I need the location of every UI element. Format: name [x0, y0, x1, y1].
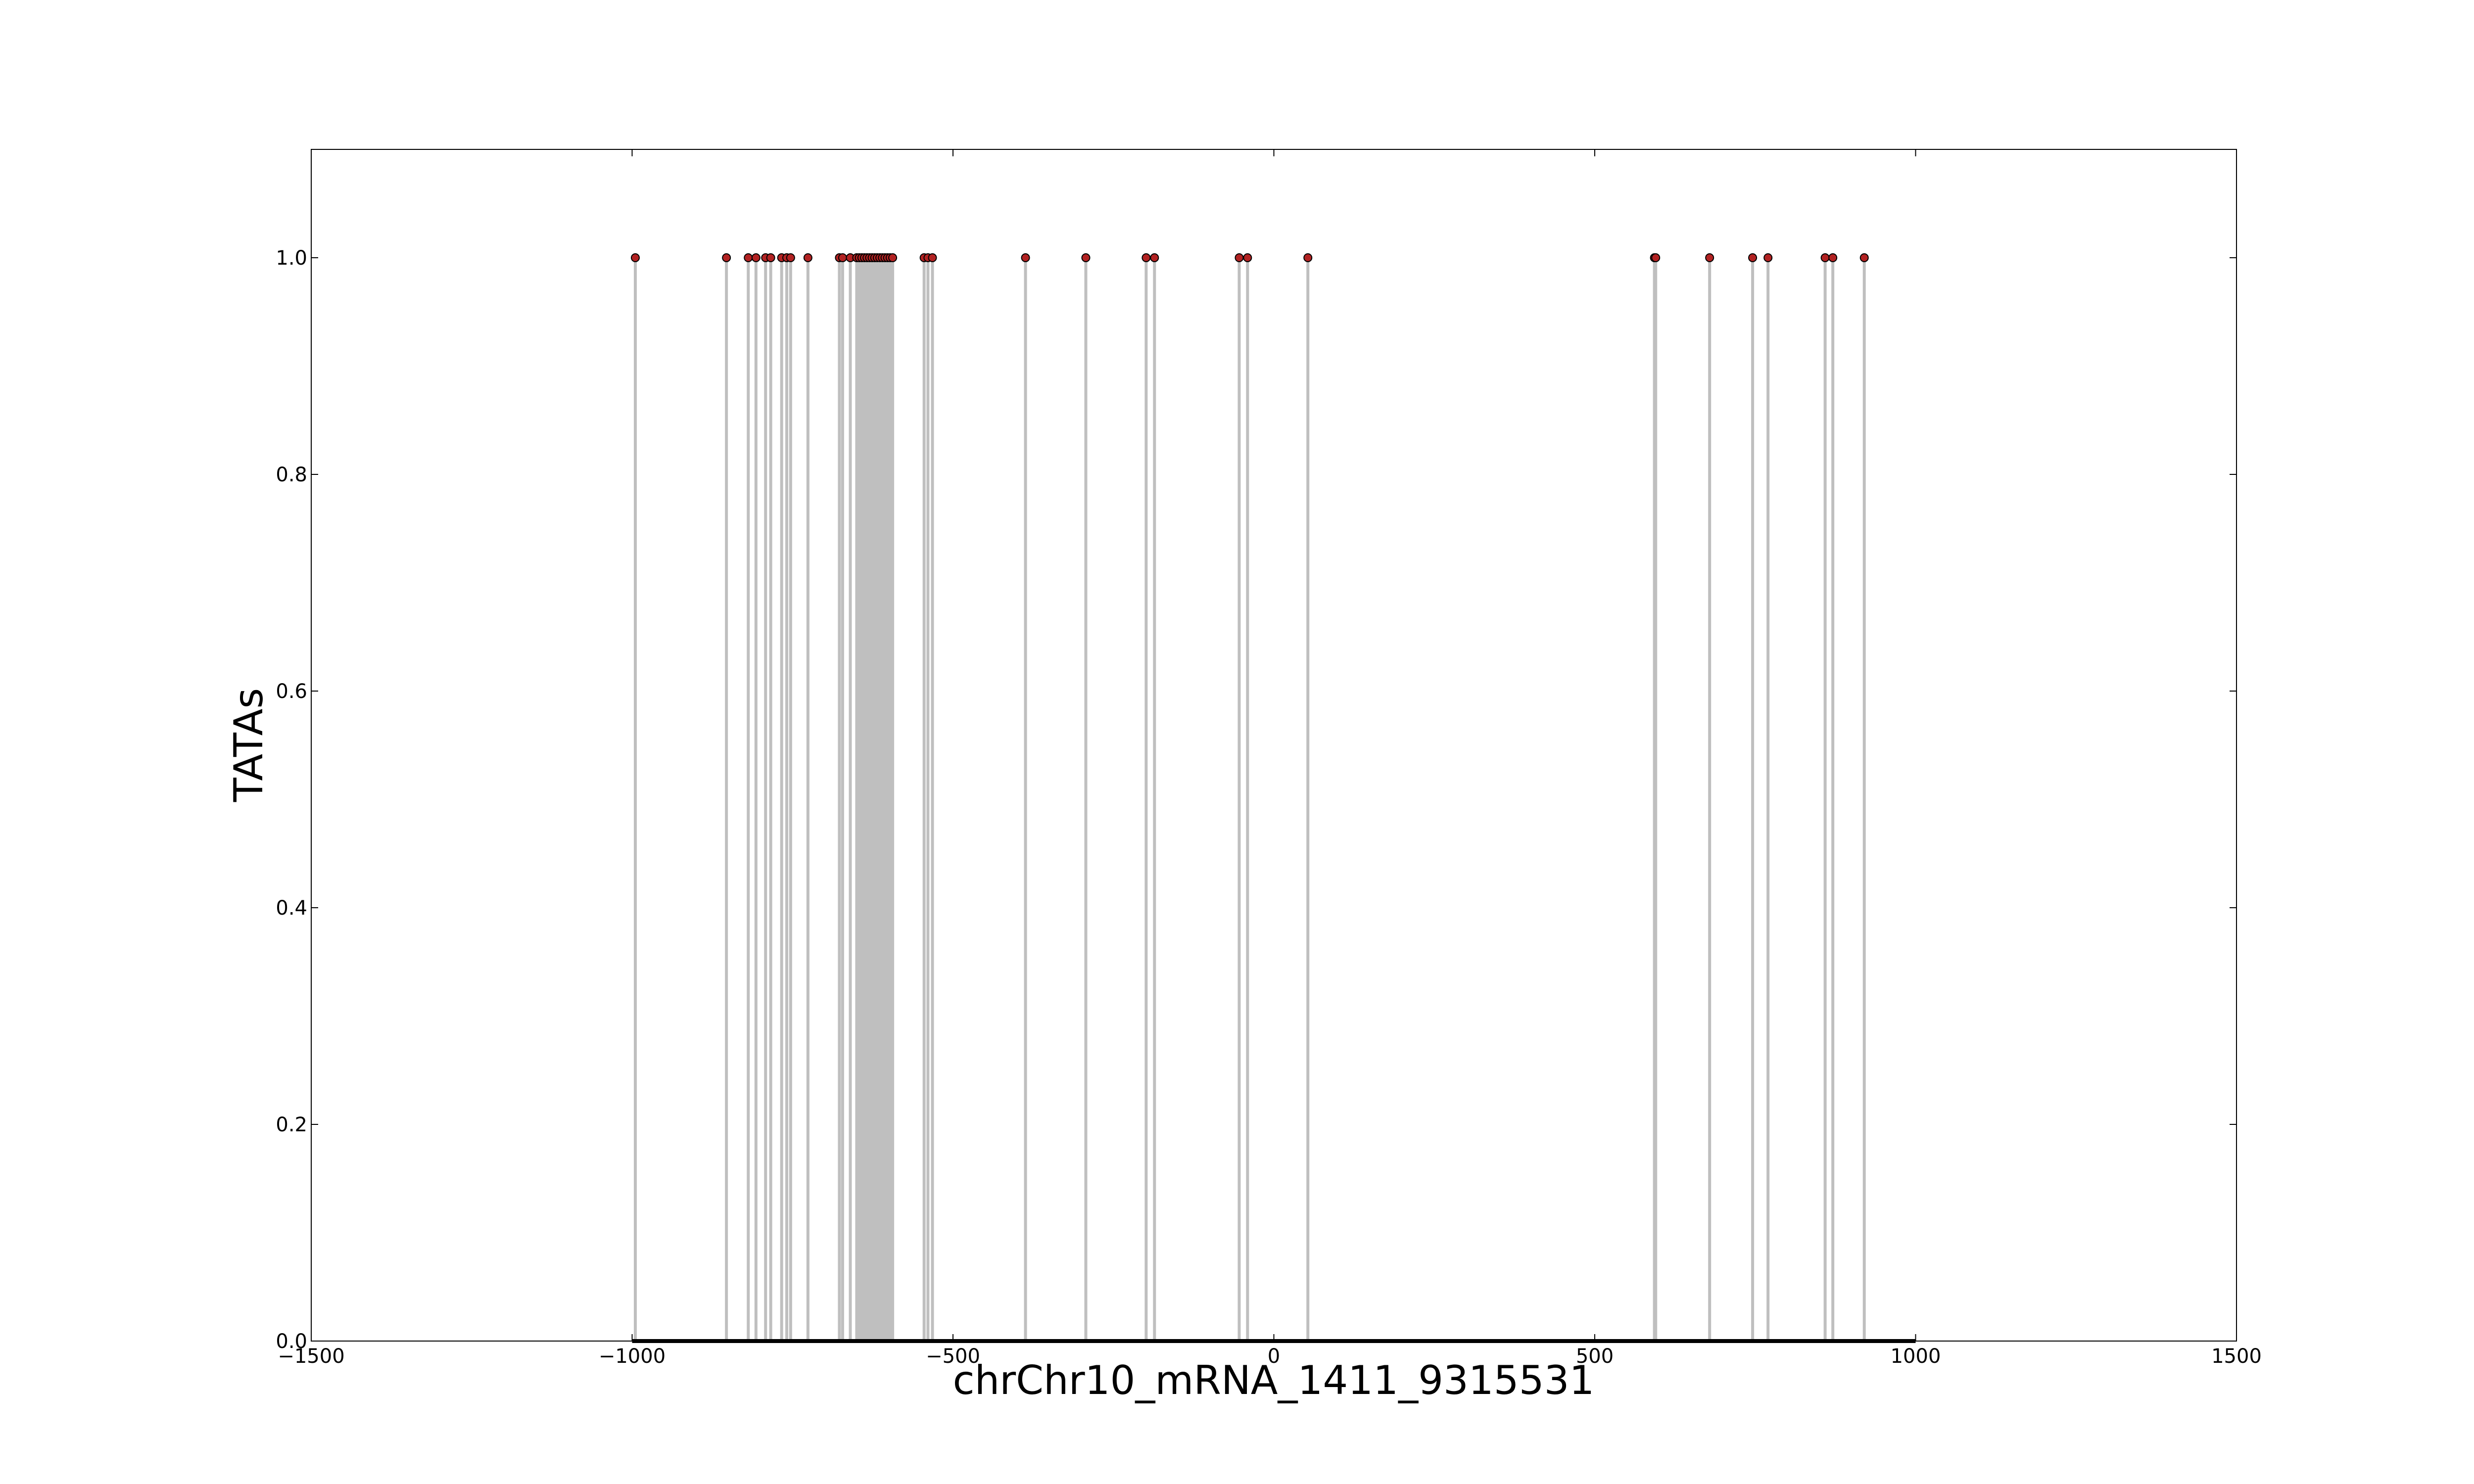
x-tick-label: 0 [1268, 1345, 1280, 1368]
stem-marker [1142, 253, 1151, 262]
y-tick-label: 1.0 [276, 247, 307, 270]
stem-marker [786, 253, 795, 262]
stem-marker [888, 253, 898, 262]
x-tick-label: −500 [926, 1345, 980, 1368]
stems-layer [633, 258, 1866, 1341]
x-axis-ticks: −1500 −1000 −500 0 500 1000 1500 [278, 149, 2262, 1368]
stem-marker [838, 253, 847, 262]
stem-marker [1705, 253, 1714, 262]
stem-marker [1081, 253, 1091, 262]
stem-marker [630, 253, 640, 262]
stem-marker [1651, 253, 1661, 262]
plot-area [311, 149, 2236, 1341]
stem-marker [1243, 253, 1252, 262]
stem-marker [722, 253, 731, 262]
stem-marker [766, 253, 775, 262]
y-tick-label: 0.8 [276, 464, 307, 486]
stem-marker [928, 253, 937, 262]
stem-marker [1235, 253, 1244, 262]
markers-layer [630, 253, 1869, 262]
y-tick-label: 0.2 [276, 1113, 307, 1136]
x-tick-label: 1000 [1891, 1345, 1941, 1368]
x-tick-label: −1000 [599, 1345, 666, 1368]
y-tick-label: 0.6 [276, 680, 307, 703]
stem-marker [1820, 253, 1830, 262]
stem-marker [1828, 253, 1838, 262]
stem-marker [1150, 253, 1159, 262]
y-axis-ticks: 0.0 0.2 0.4 0.6 0.8 1.0 [276, 247, 2236, 1353]
stem-marker [1303, 253, 1313, 262]
stem-marker [803, 253, 812, 262]
y-tick-label: 0.0 [276, 1330, 307, 1353]
x-tick-label: 500 [1576, 1345, 1614, 1368]
x-axis-label: chrChr10_mRNA_1411_9315531 [953, 1357, 1595, 1403]
stem-marker [1021, 253, 1030, 262]
x-tick-label: 1500 [2211, 1345, 2262, 1368]
stem-marker [1748, 253, 1758, 262]
y-axis-label: TATAs [226, 688, 272, 802]
y-tick-label: 0.4 [276, 897, 307, 920]
stem-marker [1859, 253, 1869, 262]
x-tick-label: −1500 [278, 1345, 344, 1368]
stem-marker [744, 253, 753, 262]
stem-marker [1763, 253, 1773, 262]
stem-marker [751, 253, 761, 262]
